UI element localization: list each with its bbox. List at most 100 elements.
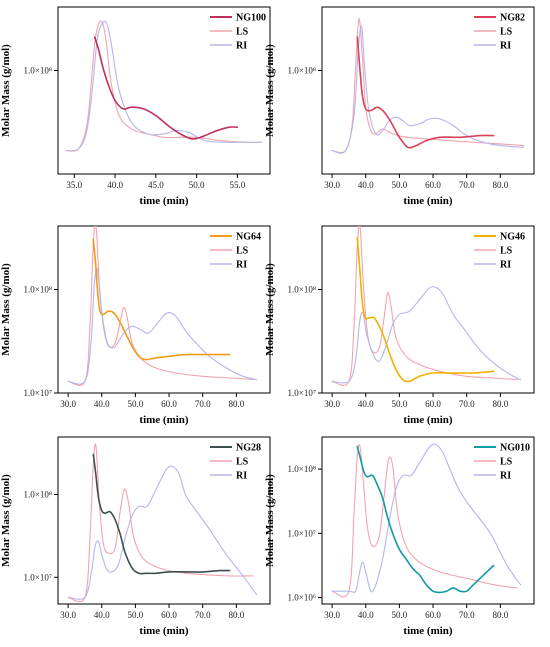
y-tick-label: 1.0×10⁷ [24, 388, 52, 398]
x-tick-label: 30.0 [60, 610, 76, 620]
series-line-ng28 [92, 453, 231, 575]
series-line-ng46 [356, 236, 495, 383]
legend-label: LS [500, 27, 513, 38]
chart-panel-5: 30.0 40.0 50.0 60.0 70.0 80.0 1.0×10⁸ 1.0×10⁷ ti… [0, 436, 271, 637]
y-tick-label: 1.0×10⁸ [24, 65, 52, 75]
y-tick-label: 1.0×10⁸ [24, 489, 52, 499]
x-tick-label: 30.0 [324, 399, 340, 409]
x-tick-label: 40.0 [358, 180, 374, 190]
x-tick-label: 40.0 [94, 399, 110, 409]
x-tick-label: 60.0 [425, 180, 441, 190]
legend-label: LS [500, 457, 513, 468]
y-tick-label: 1.0×10⁷ [288, 528, 316, 538]
x-tick-label: 70.0 [195, 399, 211, 409]
y-tick-label: 1.0×10⁷ [24, 572, 52, 582]
series-line-ri [331, 443, 522, 593]
series-group [67, 443, 258, 603]
x-axis-label: time (min) [403, 414, 453, 426]
x-tick-label: 70.0 [459, 399, 475, 409]
x-tick-label: 50.0 [392, 180, 408, 190]
x-tick-label: 30.0 [324, 180, 340, 190]
x-tick-label: 30.0 [324, 610, 340, 620]
y-axis-label: Molar Mass (g/mol) [0, 44, 12, 137]
x-tick-label: 80.0 [492, 180, 508, 190]
chart-panel-6: 30.0 40.0 50.0 60.0 70.0 80.0 1.0×10⁸ 1.0×10⁷ 1.… [264, 436, 535, 637]
x-tick-label: 40.0 [94, 610, 110, 620]
plot-frame [321, 436, 535, 605]
series-line-ls [67, 443, 254, 603]
series-line-ri [67, 465, 258, 600]
series-line-ng82 [356, 36, 495, 149]
x-tick-label: 60.0 [425, 399, 441, 409]
x-tick-label: 60.0 [161, 399, 177, 409]
legend-label: RI [236, 260, 247, 271]
x-tick-label: 70.0 [459, 180, 475, 190]
plot-frame [321, 6, 535, 175]
series-line-ls [331, 226, 518, 386]
y-tick-label: 1.0×10⁸ [288, 464, 316, 474]
series-group [67, 226, 258, 386]
chart-panel-4: 30.0 40.0 50.0 60.0 70.0 80.0 1.0×10⁸ 1.0×10⁷ ti… [264, 225, 535, 426]
y-tick-label: 1.0×10⁷ [288, 388, 316, 398]
x-tick-label: 80.0 [228, 399, 244, 409]
y-tick-label: 1.0×10⁶ [288, 593, 316, 603]
plot-frame [57, 6, 271, 175]
series-line-ls [67, 226, 254, 386]
x-tick-label: 50.0 [392, 399, 408, 409]
legend-label: RI [236, 471, 247, 482]
y-axis-label: Molar Mass (g/mol) [264, 263, 276, 356]
legend-label: LS [236, 27, 249, 38]
x-axis-label: time (min) [403, 195, 453, 207]
series-group [331, 18, 525, 154]
x-tick-label: 50.0 [189, 180, 205, 190]
y-axis-label: Molar Mass (g/mol) [264, 474, 276, 567]
legend-label: NG82 [500, 13, 525, 24]
series-line-ng100 [93, 36, 239, 140]
series-line-ng64 [92, 238, 231, 361]
x-tick-label: 80.0 [492, 399, 508, 409]
y-axis-label: Molar Mass (g/mol) [0, 474, 12, 567]
x-tick-label: 40.0 [358, 610, 374, 620]
series-group [65, 20, 263, 152]
x-tick-label: 70.0 [195, 610, 211, 620]
x-tick-label: 30.0 [60, 399, 76, 409]
x-tick-label: 60.0 [425, 610, 441, 620]
legend-label: LS [236, 246, 249, 257]
chart-panel-3: 30.0 40.0 50.0 60.0 70.0 80.0 1.0×10⁸ 1.0×10⁷ ti… [0, 225, 271, 426]
x-tick-label: 50.0 [392, 610, 408, 620]
legend-label: LS [236, 457, 249, 468]
x-tick-label: 40.0 [358, 399, 374, 409]
series-line-ri [331, 286, 522, 384]
legend-label: RI [500, 260, 511, 271]
x-tick-label: 50.0 [128, 610, 144, 620]
x-tick-label: 55.0 [230, 180, 246, 190]
x-axis-label: time (min) [139, 195, 189, 207]
y-tick-label: 1.0×10⁸ [24, 284, 52, 294]
chart-panel-1: 35.0 40.0 45.0 50.0 55.0 1.0×10⁸ time (min) Mol… [0, 6, 271, 207]
series-line-ls [331, 444, 518, 598]
legend-label: NG28 [236, 443, 261, 454]
legend-label: NG46 [500, 232, 525, 243]
legend-label: RI [500, 41, 511, 52]
plot-frame [57, 225, 271, 394]
legend-label: NG64 [236, 232, 261, 243]
series-group [331, 226, 522, 386]
x-tick-label: 45.0 [148, 180, 164, 190]
legend-label: RI [236, 41, 247, 52]
x-axis-label: time (min) [403, 625, 453, 637]
legend-label: LS [500, 246, 513, 257]
x-tick-label: 50.0 [128, 399, 144, 409]
x-tick-label: 80.0 [228, 610, 244, 620]
legend-label: NG100 [236, 13, 266, 24]
y-tick-label: 1.0×10⁸ [288, 284, 316, 294]
plot-frame [57, 436, 271, 605]
plot-frame [321, 225, 535, 394]
series-line-ng010 [356, 445, 495, 594]
x-tick-label: 40.0 [107, 180, 123, 190]
y-axis-label: Molar Mass (g/mol) [0, 263, 12, 356]
series-line-ri [331, 25, 525, 154]
x-tick-label: 35.0 [66, 180, 82, 190]
series-group [331, 443, 522, 598]
series-line-ri [65, 20, 263, 152]
